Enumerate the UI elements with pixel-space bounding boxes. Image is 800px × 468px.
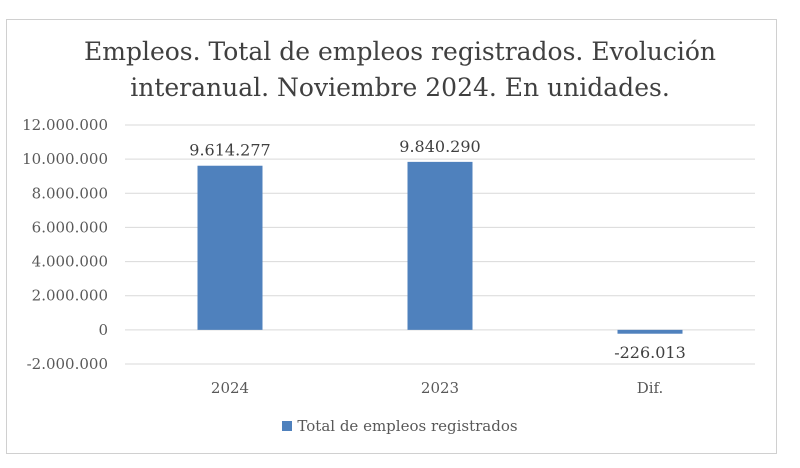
chart-title: Empleos. Total de empleos registrados. E… [0,34,800,106]
y-tick-label: -2.000.000 [27,355,108,373]
data-label: -226.013 [614,343,686,362]
x-tick-label: 2023 [421,379,459,397]
data-label: 9.840.290 [399,137,480,156]
bar-2023 [407,161,473,330]
legend-label: Total de empleos registrados [297,417,518,435]
y-tick-label: 10.000.000 [22,150,108,168]
y-tick-label: 12.000.000 [22,116,108,134]
x-tick-label: Dif. [637,379,664,397]
legend-swatch [282,421,293,431]
chart-title-line-1: Empleos. Total de empleos registrados. E… [84,37,716,66]
bar-2024 [197,165,263,330]
bar-dif [617,329,683,334]
y-tick-label: 8.000.000 [32,184,108,202]
y-tick-label: 2.000.000 [32,287,108,305]
y-tick-label: 6.000.000 [32,218,108,236]
y-tick-label: 0 [98,321,108,339]
legend: Total de empleos registrados [0,417,800,435]
x-tick-label: 2024 [211,379,249,397]
chart-title-line-2: interanual. Noviembre 2024. En unidades. [130,73,670,102]
chart-frame [6,19,777,454]
data-label: 9.614.277 [189,141,270,160]
y-tick-label: 4.000.000 [32,253,108,271]
